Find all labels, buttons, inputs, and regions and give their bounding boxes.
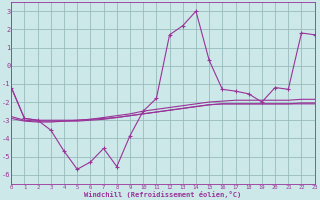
X-axis label: Windchill (Refroidissement éolien,°C): Windchill (Refroidissement éolien,°C) — [84, 191, 242, 198]
